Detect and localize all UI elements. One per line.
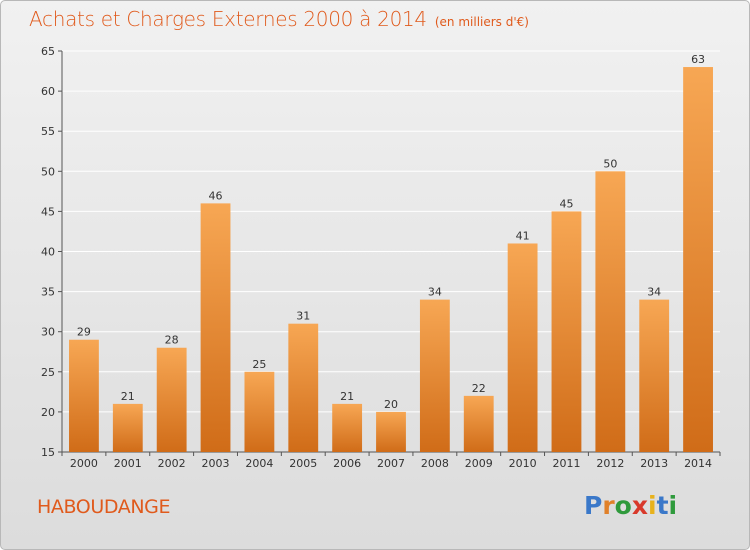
value-label-2005: 31 <box>296 310 310 323</box>
y-tick-label: 50 <box>41 165 55 178</box>
value-label-2003: 46 <box>209 189 223 202</box>
chart-title-unit: (en milliers d'€) <box>434 15 529 29</box>
chart-title-main: Achats et Charges Externes 2000 à 2014 <box>29 7 427 31</box>
value-label-2004: 25 <box>252 358 266 371</box>
y-tick-label: 45 <box>41 205 55 218</box>
x-tick-label: 2001 <box>114 457 142 470</box>
value-label-2011: 45 <box>559 197 573 210</box>
commune-name: HABOUDANGE <box>37 496 171 518</box>
value-label-2000: 29 <box>77 326 91 339</box>
value-label-2009: 22 <box>472 382 486 395</box>
value-label-2006: 21 <box>340 390 354 403</box>
x-tick-label: 2012 <box>596 457 624 470</box>
y-tick-label: 15 <box>41 446 55 459</box>
x-tick-label: 2009 <box>465 457 493 470</box>
y-tick-label: 55 <box>41 125 55 138</box>
bar-2006 <box>332 403 363 452</box>
value-label-2001: 21 <box>121 390 135 403</box>
x-tick-label: 2004 <box>245 457 273 470</box>
value-label-2007: 20 <box>384 398 398 411</box>
value-label-2014: 63 <box>691 53 705 66</box>
x-tick-label: 2010 <box>509 457 537 470</box>
bar-2012 <box>595 171 626 453</box>
x-tick-label: 2007 <box>377 457 405 470</box>
bar-2005 <box>288 323 319 452</box>
value-label-2002: 28 <box>165 334 179 347</box>
x-tick-label: 2013 <box>640 457 668 470</box>
value-label-2010: 41 <box>516 229 530 242</box>
y-tick-label: 65 <box>41 45 55 58</box>
y-tick-label: 25 <box>41 366 55 379</box>
bar-2009 <box>463 395 494 452</box>
bar-2004 <box>244 371 275 452</box>
x-tick-label: 2011 <box>552 457 580 470</box>
x-tick-label: 2002 <box>158 457 186 470</box>
x-tick-label: 2008 <box>421 457 449 470</box>
x-tick-label: 2014 <box>684 457 712 470</box>
bars <box>69 67 713 453</box>
labels: 15 20 25 30 35 40 45 50 55 60 65 2000 29 2001 21 2002 28… <box>41 45 712 470</box>
proxiti-logo[interactable]: Proxiti <box>584 491 678 520</box>
y-tick-label: 40 <box>41 246 55 259</box>
bar-2014 <box>683 67 713 452</box>
x-tick-label: 2000 <box>70 457 98 470</box>
bar-2013 <box>639 299 670 452</box>
bar-2000 <box>69 339 99 452</box>
bar-2002 <box>156 347 187 452</box>
bar-2003 <box>200 203 231 452</box>
y-tick-label: 60 <box>41 85 55 98</box>
bar-2007 <box>376 411 406 452</box>
x-tick-label: 2005 <box>289 457 317 470</box>
bar-2008 <box>419 299 450 452</box>
chart-title: Achats et Charges Externes 2000 à 2014 (e… <box>29 7 529 31</box>
x-tick-label: 2003 <box>202 457 230 470</box>
bar-2001 <box>112 403 143 452</box>
value-label-2013: 34 <box>647 286 661 299</box>
y-tick-label: 30 <box>41 326 55 339</box>
bar-2011 <box>551 211 582 452</box>
value-label-2012: 50 <box>603 157 617 170</box>
value-label-2008: 34 <box>428 286 442 299</box>
bar-2010 <box>507 243 538 452</box>
y-tick-label: 20 <box>41 406 55 419</box>
x-tick-label: 2006 <box>333 457 361 470</box>
y-tick-label: 35 <box>41 286 55 299</box>
